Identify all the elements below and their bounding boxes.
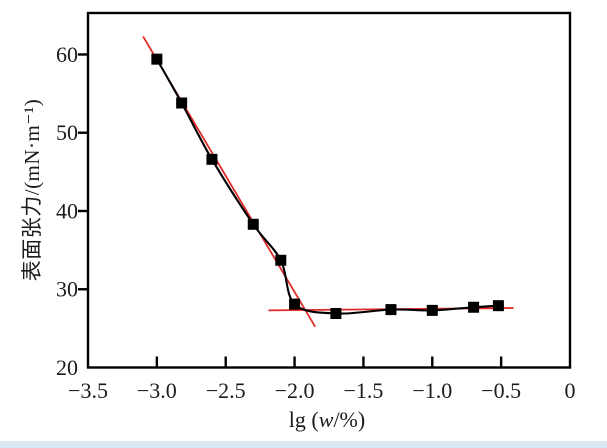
y-tick-label: 60 <box>56 42 78 67</box>
x-axis-title-prefix: lg ( <box>288 407 319 432</box>
data-curve <box>155 58 499 315</box>
x-tick-label: −0.5 <box>481 378 521 403</box>
data-point <box>492 300 504 312</box>
data-point <box>330 308 342 320</box>
x-axis-title: lg (w/%) <box>289 407 365 433</box>
data-point <box>385 304 397 316</box>
x-tick-label: −1.5 <box>343 378 383 403</box>
x-axis-title-suffix: /%) <box>333 407 366 432</box>
x-tick-label: −3.5 <box>68 378 108 403</box>
data-point <box>151 53 163 65</box>
x-tick-label: −2.0 <box>275 378 315 403</box>
data-point <box>206 153 218 165</box>
data-point <box>426 304 438 316</box>
data-point <box>468 301 480 313</box>
x-tick-label: −2.5 <box>206 378 246 403</box>
data-point <box>247 218 259 230</box>
y-tick-label: 20 <box>56 355 78 380</box>
y-tick-label: 30 <box>56 277 78 302</box>
x-tick-label: 0 <box>565 378 576 403</box>
data-point <box>275 254 287 266</box>
x-tick-label: −1.0 <box>412 378 452 403</box>
page-edge-strip <box>0 441 607 448</box>
x-axis-title-variable: w <box>318 407 334 432</box>
data-point <box>289 298 301 310</box>
y-tick-label: 40 <box>56 198 78 223</box>
y-axis-title: 表面张力/(mN·m⁻¹) <box>20 98 44 282</box>
data-point <box>176 97 188 109</box>
y-tick-label: 50 <box>56 120 78 145</box>
plot-frame <box>86 11 572 369</box>
x-tick-label: −3.0 <box>137 378 177 403</box>
